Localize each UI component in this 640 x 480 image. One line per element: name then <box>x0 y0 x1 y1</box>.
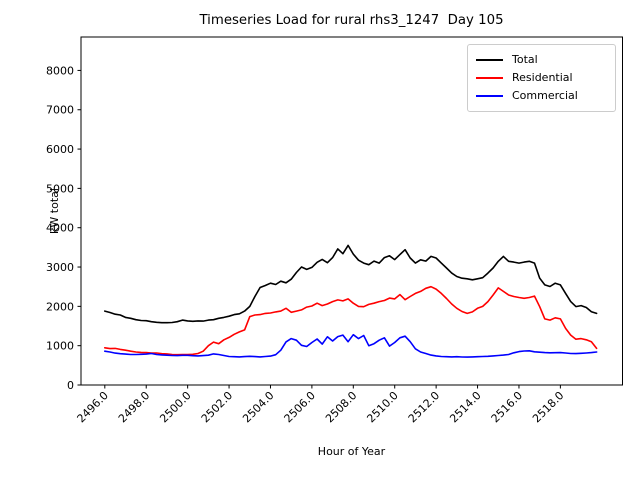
y-tick-label: 3000 <box>46 261 74 274</box>
y-tick-label: 6000 <box>46 143 74 156</box>
y-tick-label: 0 <box>67 379 74 392</box>
series-line-commercial <box>104 333 598 358</box>
x-tick-label: 2516.0 <box>489 389 525 425</box>
legend-line-swatch-total <box>476 59 503 61</box>
x-tick-label: 2496.0 <box>75 389 111 425</box>
x-tick-label: 2502.0 <box>199 389 235 425</box>
y-tick-label: 5000 <box>46 182 74 195</box>
legend-label-commercial: Commercial <box>512 89 578 102</box>
y-tick-label: 1000 <box>46 340 74 353</box>
legend-entry-commercial: Commercial <box>476 87 607 105</box>
legend-entry-total: Total <box>476 51 607 69</box>
legend-line-swatch-commercial <box>476 95 503 97</box>
legend-entry-residential: Residential <box>476 69 607 87</box>
x-tick-label: 2514.0 <box>447 389 483 425</box>
legend-label-total: Total <box>512 53 538 66</box>
x-tick-label: 2498.0 <box>116 389 152 425</box>
x-tick-label: 2508.0 <box>323 389 359 425</box>
x-tick-label: 2512.0 <box>406 389 442 425</box>
y-tick-label: 4000 <box>46 222 74 235</box>
x-tick-label: 2500.0 <box>157 389 193 425</box>
y-tick-label: 7000 <box>46 104 74 117</box>
x-tick-label: 2504.0 <box>240 389 276 425</box>
x-axis-label: Hour of Year <box>317 445 386 458</box>
y-tick-label: 8000 <box>46 64 74 77</box>
x-tick-label: 2510.0 <box>364 389 400 425</box>
legend-line-swatch-residential <box>476 77 503 79</box>
series-line-total <box>104 244 598 324</box>
x-tick-label: 2518.0 <box>530 389 566 425</box>
y-tick-label: 2000 <box>46 300 74 313</box>
x-tick-label: 2506.0 <box>282 389 318 425</box>
chart-title: Timeseries Load for rural rhs3_1247 Day … <box>199 13 504 28</box>
legend-label-residential: Residential <box>512 71 573 84</box>
axes-frame <box>80 36 623 386</box>
y-axis-label: kW total <box>48 188 61 234</box>
legend: Total Residential Commercial <box>467 44 616 112</box>
